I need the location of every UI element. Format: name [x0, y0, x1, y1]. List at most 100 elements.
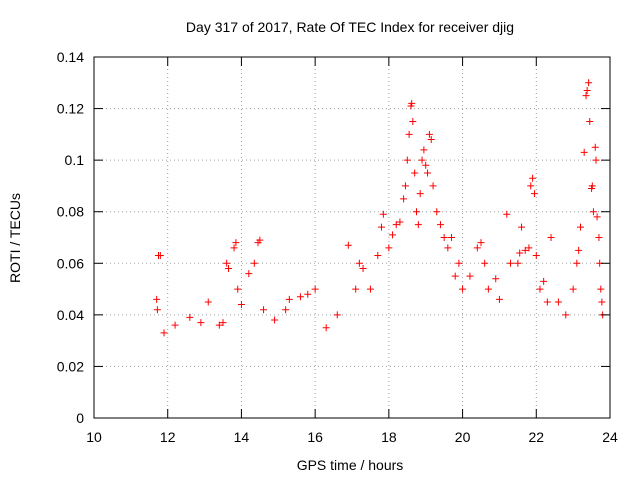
roti-point	[355, 259, 363, 267]
roti-point	[237, 301, 245, 309]
roti-point	[232, 239, 240, 247]
roti-point	[543, 298, 551, 306]
roti-point	[521, 246, 529, 254]
roti-point	[593, 213, 601, 221]
roti-point	[588, 182, 596, 190]
roti-point	[282, 306, 290, 314]
x-axis-label: GPS time / hours	[297, 457, 404, 473]
roti-point	[153, 306, 161, 314]
roti-point	[582, 92, 590, 100]
roti-point	[425, 130, 433, 138]
roti-point	[401, 182, 409, 190]
roti-point	[514, 259, 522, 267]
roti-point	[414, 221, 422, 229]
roti-point	[440, 234, 448, 241]
roti-point	[359, 264, 367, 272]
roti-point	[580, 148, 588, 156]
y-axis-label: ROTI / TECUs	[7, 193, 23, 283]
roti-point	[589, 208, 597, 216]
roti-point	[562, 311, 570, 319]
roti-point	[455, 259, 463, 267]
data-points	[153, 79, 607, 337]
roti-point	[473, 244, 481, 252]
roti-point	[234, 285, 242, 293]
roti-point	[400, 195, 408, 203]
roti-point	[416, 190, 424, 198]
roti-point	[444, 244, 452, 252]
plot-frame	[93, 56, 611, 419]
roti-point	[547, 234, 555, 241]
roti-point	[379, 210, 387, 218]
roti-point	[540, 277, 548, 285]
y-tick-label: 0.12	[57, 101, 84, 117]
roti-point	[392, 221, 400, 229]
roti-point	[448, 234, 456, 241]
roti-point	[409, 117, 417, 125]
roti-point	[424, 169, 432, 177]
roti-point	[385, 244, 393, 252]
x-tick-label: 22	[528, 429, 544, 445]
roti-point	[592, 156, 600, 164]
x-tick-label: 20	[455, 429, 471, 445]
roti-point	[506, 259, 514, 267]
roti-point	[396, 218, 404, 226]
roti-point	[536, 285, 544, 293]
roti-point	[481, 259, 489, 267]
roti-point	[171, 321, 179, 329]
roti-point	[245, 270, 253, 278]
roti-point	[451, 272, 459, 280]
roti-point	[530, 190, 538, 198]
grid	[94, 57, 610, 418]
roti-point	[230, 244, 238, 252]
roti-point	[436, 221, 444, 229]
roti-point	[518, 223, 526, 231]
roti-point	[333, 311, 341, 319]
roti-point	[427, 136, 435, 144]
roti-point	[403, 156, 411, 164]
roti-point	[260, 306, 268, 314]
roti-point	[413, 208, 420, 216]
roti-point	[569, 285, 577, 293]
roti-point	[420, 146, 428, 154]
roti-point	[433, 208, 441, 216]
roti-point	[223, 259, 231, 267]
roti-point	[322, 324, 330, 332]
axes: 0 0.02 0.04 0.06 0.08 0.1 0.12 0.14 10 12 14 16 18 20…	[57, 49, 618, 445]
roti-point	[405, 130, 413, 138]
roti-point	[583, 87, 591, 95]
roti-point	[366, 285, 374, 293]
roti-point	[503, 210, 511, 218]
roti-point	[484, 285, 492, 293]
roti-point	[156, 252, 164, 260]
y-tick-label: 0.06	[57, 255, 84, 271]
roti-point	[418, 156, 426, 164]
roti-point	[296, 293, 304, 301]
roti-point	[422, 161, 430, 169]
roti-point	[186, 313, 194, 321]
roti-point	[344, 241, 352, 249]
roti-point	[352, 285, 360, 293]
roti-point	[466, 272, 474, 280]
roti-point	[374, 252, 382, 260]
roti-point	[525, 244, 533, 252]
roti-point	[492, 275, 500, 283]
y-tick-label: 0.14	[57, 49, 84, 65]
roti-point	[591, 143, 599, 151]
roti-point	[389, 231, 397, 239]
roti-point	[573, 259, 581, 267]
roti-point	[532, 252, 540, 260]
x-tick-label: 16	[307, 429, 323, 445]
roti-point	[250, 259, 258, 267]
y-tick-label: 0.04	[57, 307, 84, 323]
roti-point	[598, 298, 606, 306]
x-tick-label: 24	[602, 429, 618, 445]
roti-point	[459, 285, 467, 293]
roti-point	[577, 223, 585, 231]
roti-point	[197, 319, 205, 327]
chart-title: Day 317 of 2017, Rate Of TEC Index for r…	[186, 19, 514, 35]
y-tick-label: 0.1	[65, 152, 85, 168]
roti-point	[597, 285, 605, 293]
roti-point	[408, 99, 416, 107]
